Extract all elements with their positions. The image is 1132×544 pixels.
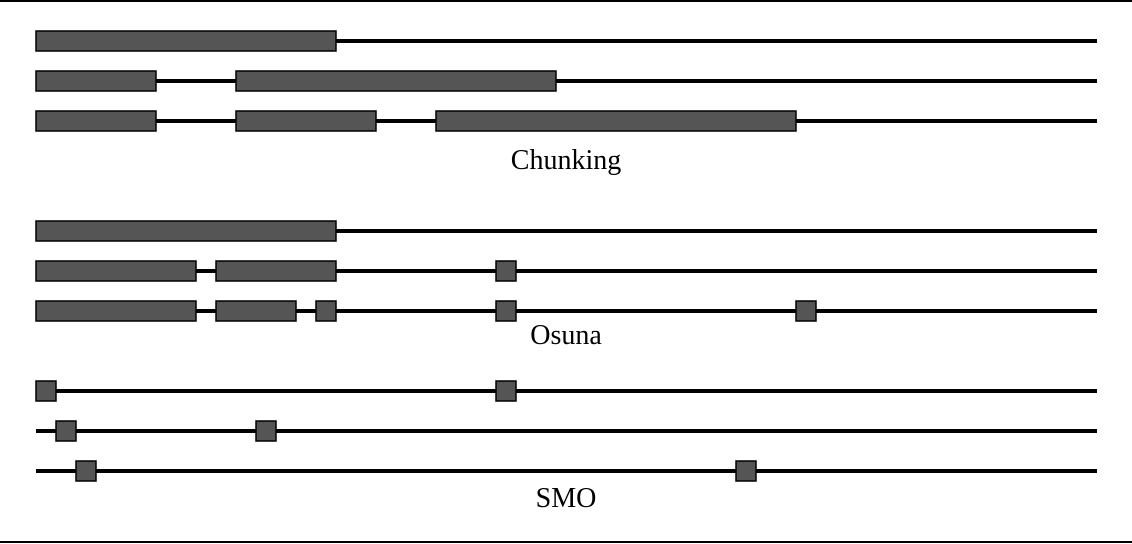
group-label-chunking: Chunking (511, 145, 621, 176)
chunking-row-3-block-2 (235, 110, 377, 132)
osuna-row-3-block-5 (795, 300, 817, 322)
chunking-rows (35, 30, 1097, 132)
chunking-row-3-block-1 (35, 110, 157, 132)
chunking-row-1-block-1 (35, 30, 337, 52)
osuna-row-3-block-4 (495, 300, 517, 322)
smo-row-3-block-2 (735, 460, 757, 482)
chunking-row-3-block-3 (435, 110, 797, 132)
group-osuna: Osuna (35, 220, 1097, 351)
group-label-osuna: Osuna (530, 320, 602, 351)
group-label-smo: SMO (536, 483, 597, 514)
group-smo: SMO (35, 380, 1097, 514)
chunking-row-2-block-1 (35, 70, 157, 92)
smo-row-1-block-1 (35, 380, 57, 402)
osuna-row-3-block-2 (215, 300, 297, 322)
osuna-row-2-block-3 (495, 260, 517, 282)
chunking-row-2-block-2 (235, 70, 557, 92)
osuna-row-3-block-1 (35, 300, 197, 322)
smo-row-1-block-2 (495, 380, 517, 402)
osuna-rows (35, 220, 1097, 322)
smo-row-2-block-1 (55, 420, 77, 442)
osuna-row-2-block-1 (35, 260, 197, 282)
smo-row-2-block-2 (255, 420, 277, 442)
smo-row-3-block-1 (75, 460, 97, 482)
osuna-row-3-block-3 (315, 300, 337, 322)
osuna-row-2-block-2 (215, 260, 337, 282)
smo-rows (35, 380, 1097, 482)
group-chunking: Chunking (35, 30, 1097, 176)
osuna-row-1-block-1 (35, 220, 337, 242)
